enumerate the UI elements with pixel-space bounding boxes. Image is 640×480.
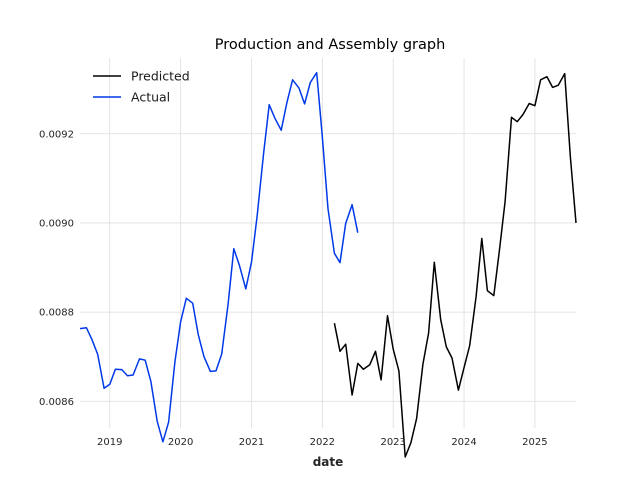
- x-tick-label: 2021: [239, 437, 264, 448]
- x-tick-label: 2022: [310, 437, 335, 448]
- chart-title: Production and Assembly graph: [215, 37, 446, 53]
- y-tick-label: 0.0086: [39, 397, 74, 408]
- series-line-predicted: [333, 72, 577, 458]
- y-tick-label: 0.0088: [39, 308, 74, 319]
- tick-layer: 2019 2020 2021 2022 2023 2024 2025 0.0086 0.0088…: [39, 129, 548, 448]
- x-tick-label: 2020: [168, 437, 193, 448]
- x-tick-label: 2023: [380, 437, 405, 448]
- legend: Predicted Actual: [93, 69, 190, 105]
- x-tick-label: 2025: [522, 437, 547, 448]
- x-tick-label: 2024: [451, 437, 476, 448]
- x-axis-label: date: [313, 455, 344, 469]
- x-tick-label: 2019: [97, 437, 122, 448]
- legend-label-predicted: Predicted: [131, 69, 190, 84]
- y-tick-label: 0.0092: [39, 129, 74, 140]
- legend-label-actual: Actual: [131, 90, 170, 105]
- grid-layer: [80, 58, 576, 428]
- series-layer: [79, 71, 577, 458]
- y-tick-label: 0.0090: [39, 218, 74, 229]
- series-line-actual: [79, 71, 359, 443]
